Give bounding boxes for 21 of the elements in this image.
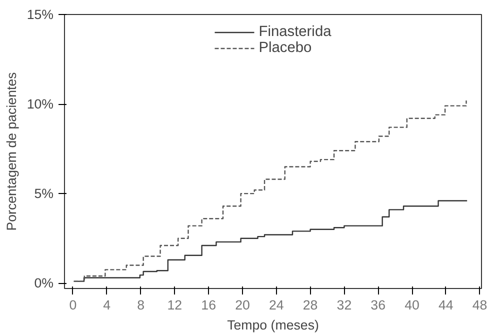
y-tick-label: 10% bbox=[26, 96, 54, 112]
x-tick-label: 28 bbox=[302, 298, 318, 312]
y-tick-label: 0% bbox=[34, 276, 54, 291]
x-tick-label: 8 bbox=[137, 298, 144, 312]
x-tick-label: 12 bbox=[167, 298, 182, 312]
legend-label: Finasterida bbox=[258, 24, 332, 40]
x-tick-label: 0 bbox=[69, 298, 77, 312]
x-tick-label: 4 bbox=[103, 298, 112, 312]
x-axis-title: Tempo (meses) bbox=[227, 318, 319, 332]
x-tick-label: 44 bbox=[438, 298, 454, 312]
legend-label: Placebo bbox=[258, 40, 312, 56]
y-axis-title: Porcentagem de pacientes bbox=[4, 72, 19, 231]
x-tick-label: 36 bbox=[370, 298, 386, 312]
y-tick-label: 5% bbox=[34, 186, 54, 202]
x-tick-label: 48 bbox=[472, 298, 488, 312]
x-tick-label: 24 bbox=[268, 298, 284, 312]
y-tick-label: 15% bbox=[26, 7, 54, 22]
x-tick-label: 16 bbox=[201, 298, 216, 312]
x-tick-label: 32 bbox=[336, 298, 352, 312]
x-tick-label: 40 bbox=[404, 298, 420, 312]
x-tick-label: 20 bbox=[235, 298, 250, 312]
